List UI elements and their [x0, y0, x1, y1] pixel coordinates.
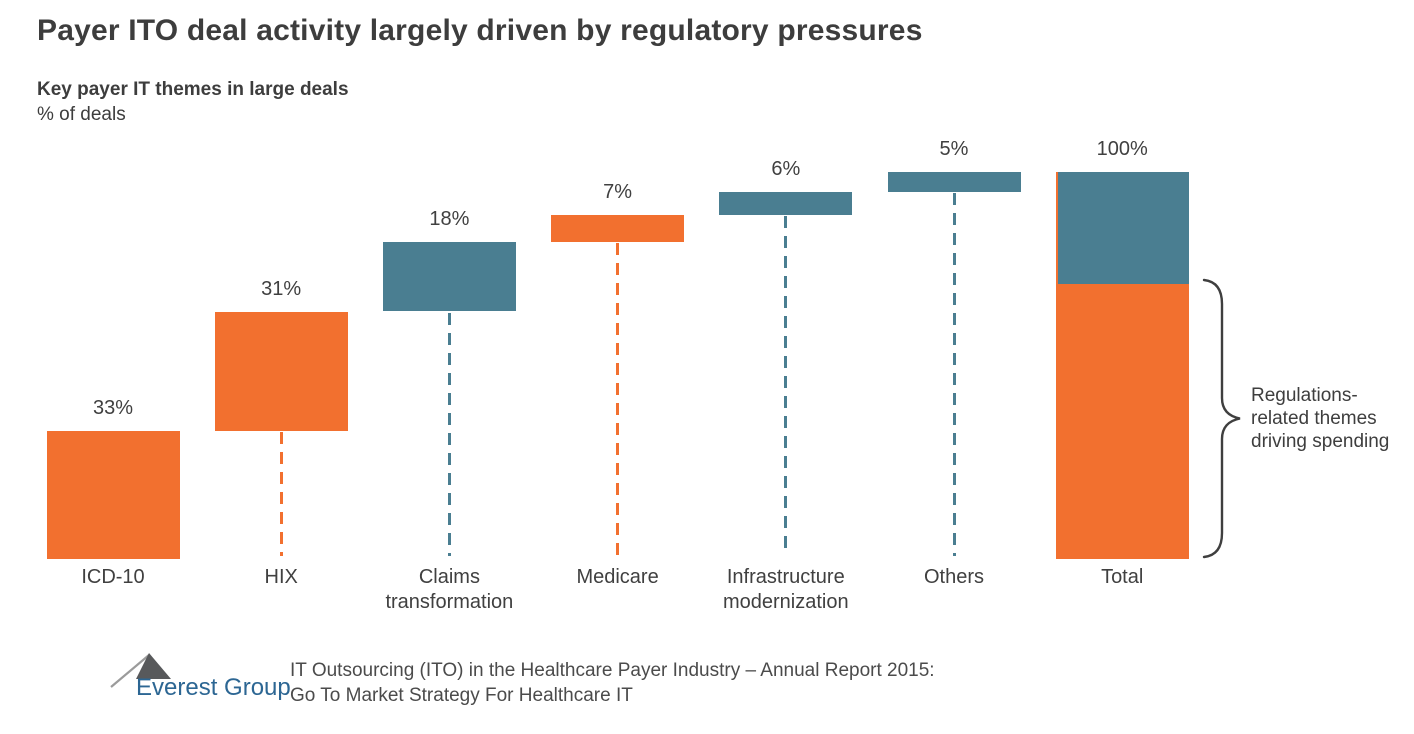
page-title: Payer ITO deal activity largely driven b…	[37, 14, 923, 47]
connector-claims-transformation	[447, 312, 451, 556]
bar-infrastructure-modernization	[719, 191, 853, 215]
value-label-others: 5%	[939, 138, 969, 161]
value-label-hix: 31%	[261, 277, 302, 300]
bar-total-segment-regulations-related	[1055, 284, 1189, 559]
category-label-total: Total	[1101, 566, 1144, 588]
chart-subtitle: Key payer IT themes in large deals	[37, 79, 349, 100]
connector-infrastructure-modernization	[784, 215, 788, 556]
category-label-medicare: Medicare	[576, 566, 659, 588]
bar-icd-10	[46, 431, 180, 559]
bar-hix	[214, 311, 348, 432]
category-label-others: Others	[923, 566, 985, 588]
category-label-hix: HIX	[264, 566, 298, 588]
value-label-total: 100%	[1096, 138, 1148, 161]
category-label-claims-transformation: Claims transformation	[385, 566, 514, 613]
bar-total-segment-other-themes	[1055, 172, 1189, 285]
value-label-infrastructure-modernization: 6%	[771, 157, 801, 180]
bar-medicare	[551, 214, 685, 242]
everest-logo-mountain-icon	[110, 653, 171, 688]
bar-claims-transformation	[382, 241, 516, 312]
chart-unit-label: % of deals	[37, 104, 126, 125]
annotation-regulations: Regulations-related themes driving spend…	[1251, 385, 1390, 452]
value-label-claims-transformation: 18%	[429, 207, 470, 230]
value-label-medicare: 7%	[603, 180, 633, 203]
connector-hix	[279, 432, 283, 556]
bar-others	[887, 172, 1021, 192]
category-label-infrastructure-modernization: Infrastructure modernization	[722, 566, 849, 613]
brace-icon	[1202, 278, 1241, 559]
value-label-icd-10: 33%	[92, 397, 134, 420]
report-title-line1: IT Outsourcing (ITO) in the Healthcare P…	[290, 660, 935, 681]
connector-others	[952, 192, 956, 556]
category-label-icd-10: ICD-10	[81, 566, 145, 588]
report-title-line2: Go To Market Strategy For Healthcare IT	[290, 685, 633, 706]
connector-medicare	[616, 242, 620, 556]
everest-logo-text: Everest Group	[136, 674, 291, 701]
